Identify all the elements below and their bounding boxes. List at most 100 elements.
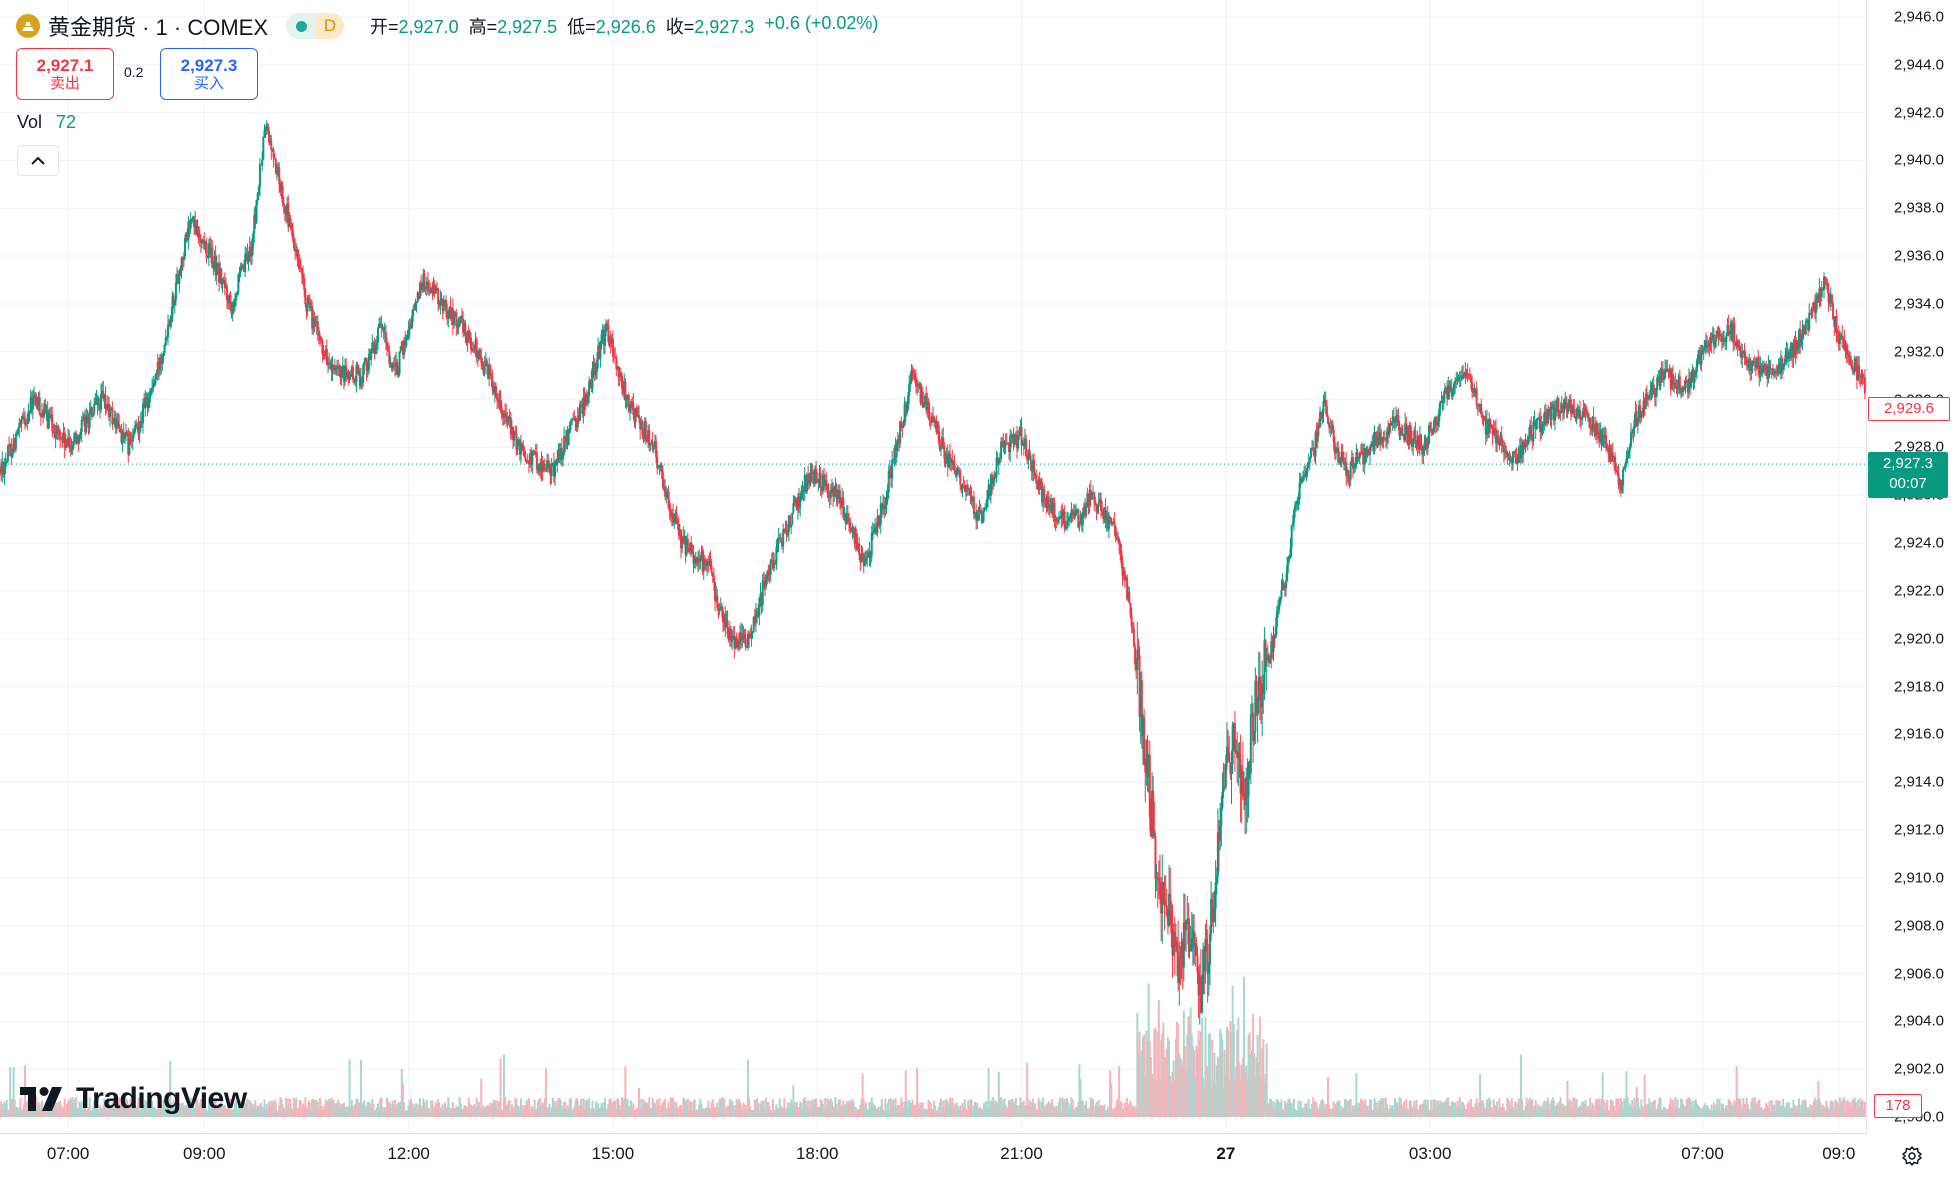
volume-bar (1264, 1073, 1267, 1117)
volume-bar (1571, 1109, 1574, 1117)
candle-body (61, 439, 64, 443)
volume-bar (811, 1099, 814, 1117)
volume-bar (1213, 1052, 1216, 1117)
candle-body (152, 385, 155, 388)
volume-bar (1020, 1104, 1023, 1117)
candle-body (1485, 420, 1488, 435)
volume-bar (1759, 1107, 1762, 1117)
volume-bar (60, 1108, 63, 1117)
volume-legend[interactable]: Vol 72 (17, 112, 76, 133)
volume-bar (323, 1108, 326, 1117)
candle-body (783, 529, 786, 532)
symbol-title[interactable]: 黄金期货 · 1 · COMEX (48, 15, 269, 40)
volume-bar (885, 1110, 888, 1117)
volume-bar (488, 1108, 491, 1117)
volume-bar (1002, 1099, 1005, 1117)
volume-bar (154, 1109, 157, 1117)
candle-body (1774, 371, 1777, 374)
volume-bar (199, 1099, 202, 1117)
candle-body (981, 511, 984, 524)
candle-body (816, 479, 819, 483)
candle-body (980, 512, 983, 524)
volume-bar (1829, 1100, 1832, 1117)
candle-body (781, 541, 784, 547)
volume-bar (731, 1100, 734, 1117)
symbol-legend[interactable]: 黄金期货 · 1 · COMEX D 开=2,927.0 高=2,927.5 低… (16, 10, 878, 42)
volume-bar (1211, 1039, 1214, 1117)
collapse-legend-button[interactable] (17, 145, 59, 176)
candle-body (1692, 369, 1695, 383)
volume-bar (1253, 1052, 1256, 1117)
volume-bar (475, 1097, 478, 1117)
candle-body (265, 124, 268, 127)
candle-body (92, 413, 95, 417)
candle-body (1378, 432, 1381, 436)
candle-body (1567, 402, 1570, 412)
volume-bar (314, 1101, 317, 1117)
volume-bar (828, 1100, 831, 1117)
candle-body (1314, 432, 1317, 457)
volume-bar (1393, 1098, 1396, 1117)
volume-bar (1721, 1103, 1724, 1117)
volume-bar (1823, 1106, 1826, 1117)
volume-bar (959, 1105, 962, 1117)
volume-bar (830, 1101, 833, 1117)
candle-body (525, 460, 528, 462)
candle-body (1498, 443, 1501, 446)
volume-bar (1557, 1107, 1560, 1117)
candle-body (832, 487, 835, 497)
volume-bar (498, 1102, 501, 1117)
volume-bar (576, 1100, 579, 1117)
volume-bar (1703, 1103, 1706, 1117)
candle-body (413, 309, 416, 311)
volume-bar (1185, 1069, 1188, 1117)
candle-body (877, 517, 880, 526)
volume-bar (533, 1099, 536, 1117)
volume-bar (670, 1098, 673, 1117)
volume-bar (82, 1108, 85, 1117)
volume-bar (858, 1108, 861, 1117)
buy-button[interactable]: 2,927.3 买入 (160, 48, 258, 100)
candle-body (1472, 392, 1475, 394)
volume-bar (1441, 1104, 1444, 1117)
candle-body (1464, 372, 1467, 377)
volume-bar (868, 1101, 871, 1117)
candle-body (423, 273, 426, 289)
market-status[interactable]: D (286, 13, 345, 39)
volume-bar (1521, 1099, 1524, 1117)
volume-bar (243, 1107, 246, 1117)
volume-bar (1289, 1103, 1292, 1117)
volume-bar (303, 1106, 306, 1117)
volume-bar (445, 1108, 448, 1117)
volume-bar (1472, 1106, 1475, 1117)
candle-body (1656, 377, 1659, 391)
volume-bar (774, 1109, 777, 1117)
volume-bar (985, 1101, 988, 1117)
candle-body (742, 633, 745, 635)
volume-bar (67, 1100, 70, 1117)
volume-bar (1046, 1104, 1049, 1117)
candle-body (202, 239, 205, 241)
volume-bar (1112, 1108, 1115, 1117)
volume-bar (681, 1110, 684, 1117)
volume-bar (897, 1105, 900, 1117)
volume-bar (39, 1109, 42, 1117)
volume-bar (1013, 1101, 1016, 1117)
candle-body (1325, 406, 1328, 417)
sell-button[interactable]: 2,927.1 卖出 (16, 48, 114, 100)
volume-bar (481, 1108, 484, 1117)
candle-body (757, 611, 760, 617)
volume-bar (1550, 1099, 1553, 1117)
volume-bar (753, 1099, 756, 1117)
candle-body (680, 529, 683, 549)
candle-body (1637, 405, 1640, 420)
candle-body (393, 364, 396, 367)
candle-body (96, 398, 99, 406)
candle-body (1605, 435, 1608, 444)
volume-bar (1123, 1102, 1126, 1117)
candle-body (786, 532, 789, 536)
candle-body (590, 380, 593, 389)
chart-pane[interactable] (0, 0, 1868, 1134)
tradingview-logo[interactable]: TradingView (20, 1082, 247, 1116)
price-chart[interactable] (0, 0, 1868, 1134)
